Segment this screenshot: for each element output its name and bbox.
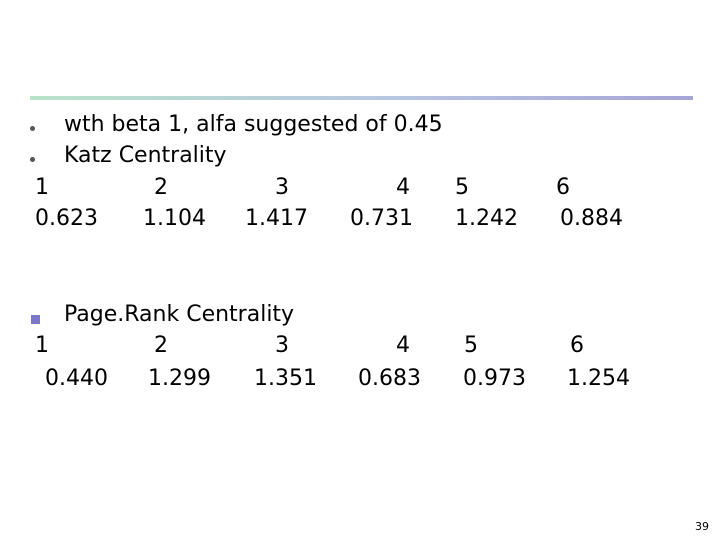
pagerank-node-label: 1: [35, 333, 49, 358]
pagerank-value: 0.683: [358, 366, 421, 391]
pagerank-value: 1.351: [254, 366, 317, 391]
pagerank-value: 0.973: [463, 366, 526, 391]
katz-value: 1.104: [143, 206, 206, 231]
katz-value: 1.242: [455, 206, 518, 231]
katz-node-label: 3: [275, 175, 289, 200]
bullet-text-parameters: wth beta 1, alfa suggested of 0.45: [64, 112, 443, 137]
pagerank-node-label: 4: [396, 333, 410, 358]
bullet-text-katz: Katz Centrality: [64, 143, 227, 168]
title-divider: [30, 96, 693, 100]
pagerank-value: 0.440: [45, 366, 108, 391]
katz-value: 1.417: [245, 206, 308, 231]
pagerank-node-label: 6: [570, 333, 584, 358]
page-number: 39: [695, 520, 709, 533]
katz-value: 0.731: [350, 206, 413, 231]
katz-value: 0.884: [560, 206, 623, 231]
bullet-square-icon: [31, 315, 40, 324]
pagerank-node-label: 2: [154, 333, 168, 358]
katz-node-label: 6: [556, 175, 570, 200]
katz-node-label: 2: [154, 175, 168, 200]
katz-value: 0.623: [35, 206, 98, 231]
bullet-text-pagerank: Page.Rank Centrality: [64, 302, 295, 327]
katz-node-label: 5: [455, 175, 469, 200]
pagerank-node-label: 3: [275, 333, 289, 358]
bullet-icon: [30, 157, 35, 162]
katz-node-label: 4: [396, 175, 410, 200]
pagerank-value: 1.254: [567, 366, 630, 391]
pagerank-value: 1.299: [148, 366, 211, 391]
katz-node-label: 1: [35, 175, 49, 200]
pagerank-node-label: 5: [464, 333, 478, 358]
bullet-icon: [30, 126, 35, 131]
